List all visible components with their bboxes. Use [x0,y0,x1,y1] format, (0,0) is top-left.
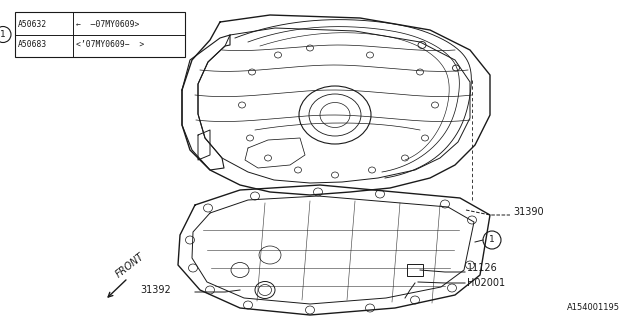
Text: A154001195: A154001195 [567,303,620,312]
Text: H02001: H02001 [467,278,505,288]
Text: 31390: 31390 [513,207,543,217]
Text: 1: 1 [0,30,6,39]
Text: 11126: 11126 [467,263,498,273]
Text: FRONT: FRONT [114,251,146,279]
Text: 1: 1 [489,236,495,244]
Text: A50632: A50632 [18,20,47,29]
Text: ←  –07MY0609>: ← –07MY0609> [76,20,140,29]
Text: A50683: A50683 [18,40,47,49]
Text: 31392: 31392 [140,285,171,295]
Bar [15,12,185,57]
Text: <’07MY0609−  >: <’07MY0609− > [76,40,144,49]
Bar [407,264,423,276]
